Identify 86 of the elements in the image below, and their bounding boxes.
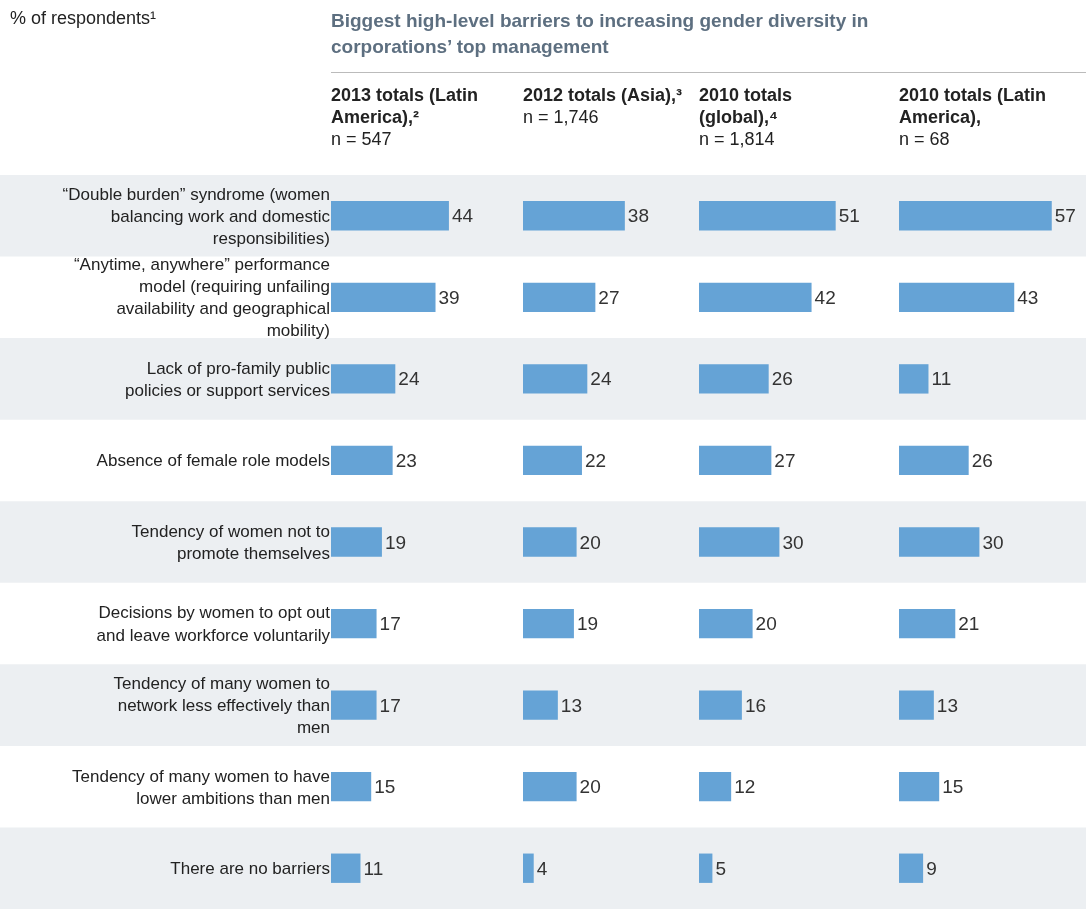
chart-subtitle: n = 1,746 <box>523 107 599 127</box>
text: Biggest high-level barriers to increasing gender diversity in corporations’ top management <box>331 9 870 59</box>
bar <box>899 853 924 883</box>
bar <box>331 690 377 720</box>
chart-subtitle: n = 68 <box>899 129 950 149</box>
bar <box>331 282 436 313</box>
data-label: 19 <box>576 613 599 635</box>
bar <box>899 690 934 720</box>
data-label: 23 <box>395 449 417 471</box>
data-label: 26 <box>771 368 793 390</box>
chart-subtitle: n = 1,814 <box>699 129 775 149</box>
bar <box>331 364 396 394</box>
data-label: 12 <box>734 776 756 798</box>
data-label: 19 <box>384 531 407 553</box>
bar <box>523 364 588 394</box>
bar <box>523 445 582 476</box>
data-label: 30 <box>982 531 1004 553</box>
bar <box>899 445 969 476</box>
bar <box>523 282 596 313</box>
bar <box>331 527 382 557</box>
data-label: 38 <box>627 205 649 227</box>
y-tick-label: Tendency of many women to have lower ambitions than men <box>72 766 330 808</box>
data-label: 30 <box>782 531 804 553</box>
data-label: 22 <box>584 449 607 471</box>
y-tick-label: “Double burden” syndrome (women balancing work and domestic responsibilities) <box>62 184 331 248</box>
bar <box>699 771 732 802</box>
bar <box>699 690 742 720</box>
data-label: 13 <box>560 694 582 716</box>
data-label: 13 <box>936 694 958 716</box>
text: % of respondents¹ <box>10 8 157 29</box>
bar <box>331 201 449 231</box>
bar <box>699 445 772 476</box>
bar <box>699 527 780 557</box>
data-label: 15 <box>374 776 396 798</box>
data-label: 15 <box>942 776 964 798</box>
y-tick-label: Tendency of women not to promote themselves <box>131 521 330 563</box>
data-label: 16 <box>744 694 767 716</box>
data-label: 42 <box>814 286 836 308</box>
data-label: 26 <box>971 449 993 471</box>
bar <box>899 282 1015 313</box>
data-label: 57 <box>1054 205 1076 227</box>
data-label: 9 <box>926 857 937 879</box>
bar <box>331 445 393 476</box>
bar <box>899 771 940 802</box>
bar <box>523 690 558 720</box>
chart-subtitle: n = 547 <box>331 129 392 149</box>
bar <box>699 364 769 394</box>
y-tick-label: Absence of female role models <box>96 451 330 471</box>
bar <box>523 608 574 639</box>
y-tick-label: There are no barriers <box>170 859 330 879</box>
data-label: 5 <box>715 857 726 879</box>
data-label: 39 <box>438 286 460 308</box>
bar <box>331 853 361 883</box>
bar <box>331 608 377 639</box>
data-label: 27 <box>774 449 796 471</box>
bar <box>523 771 577 802</box>
y-tick-label: Decisions by women to opt out and leave workforce voluntarily <box>96 603 331 645</box>
bar <box>899 364 929 394</box>
data-label: 20 <box>579 776 601 798</box>
bar <box>699 282 812 313</box>
data-label: 43 <box>1017 286 1039 308</box>
data-label: 24 <box>590 368 612 390</box>
data-label: 44 <box>451 205 474 227</box>
data-label: 11 <box>363 857 384 879</box>
bar <box>523 527 577 557</box>
bar <box>699 608 753 639</box>
data-label: 20 <box>579 531 601 553</box>
data-label: 17 <box>379 613 401 635</box>
data-label: 21 <box>958 613 980 635</box>
bar <box>523 201 625 231</box>
data-label: 17 <box>379 694 401 716</box>
data-label: 27 <box>598 286 620 308</box>
bar <box>899 527 980 557</box>
bar <box>899 608 956 639</box>
bar <box>523 853 534 883</box>
y-tick-label: Lack of pro-family public policies or support services <box>124 358 331 400</box>
data-label: 20 <box>755 613 777 635</box>
chart-title: 2012 totals (Asia),³ <box>523 85 683 105</box>
bar <box>699 853 713 883</box>
y-tick-label: Tendency of many women to network less effectively than men <box>113 673 330 738</box>
data-label: 4 <box>536 857 548 879</box>
bar <box>331 771 372 802</box>
data-label: 11 <box>931 368 952 390</box>
data-label: 24 <box>398 368 420 390</box>
data-label: 51 <box>838 205 860 227</box>
y-tick-label: “Anytime, anywhere” performance model (requiring unfailing availability and geographical mobility) <box>73 255 330 341</box>
